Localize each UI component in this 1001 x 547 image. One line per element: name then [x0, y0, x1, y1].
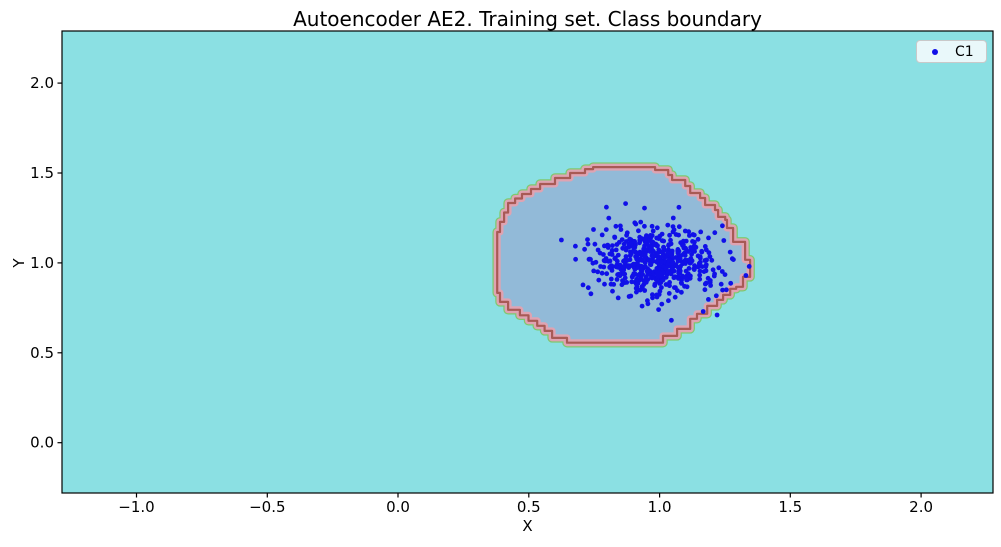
x-tick-labels: −1.0 −0.5 0.0 0.5 1.0 1.5 2.0 [118, 498, 933, 516]
svg-text:1.5: 1.5 [30, 164, 54, 182]
axes-spines [61, 30, 994, 494]
svg-text:−0.5: −0.5 [249, 498, 285, 516]
scatter-series-c1 [559, 201, 752, 323]
legend: C1 [916, 40, 987, 63]
x-axis-label: X [522, 517, 533, 535]
y-tick-labels: 0.0 0.5 1.0 1.5 2.0 [30, 74, 54, 452]
x-tick-marks [135, 493, 922, 498]
class-region-fill [497, 167, 751, 343]
svg-text:1.0: 1.0 [30, 254, 54, 272]
class-region [492, 162, 755, 348]
svg-text:1.5: 1.5 [778, 498, 802, 516]
legend-label-c1: C1 [955, 43, 974, 60]
svg-text:2.0: 2.0 [30, 74, 54, 92]
svg-text:0.5: 0.5 [30, 344, 54, 362]
chart-title: Autoencoder AE2. Training set. Class bou… [293, 7, 762, 31]
y-axis-label: Y [10, 258, 28, 268]
y-tick-marks [57, 82, 62, 444]
svg-text:−1.0: −1.0 [118, 498, 154, 516]
svg-text:2.0: 2.0 [909, 498, 933, 516]
svg-text:0.0: 0.0 [386, 498, 410, 516]
axes: −1.0 −0.5 0.0 0.5 1.0 1.5 2.0 0.0 0.5 1.0 1.5 2.0 [30, 30, 994, 516]
svg-text:0.0: 0.0 [30, 434, 54, 452]
svg-text:0.5: 0.5 [517, 498, 541, 516]
svg-text:1.0: 1.0 [648, 498, 672, 516]
class-boundary-line [496, 166, 752, 344]
legend-marker-dot-icon [932, 48, 938, 55]
